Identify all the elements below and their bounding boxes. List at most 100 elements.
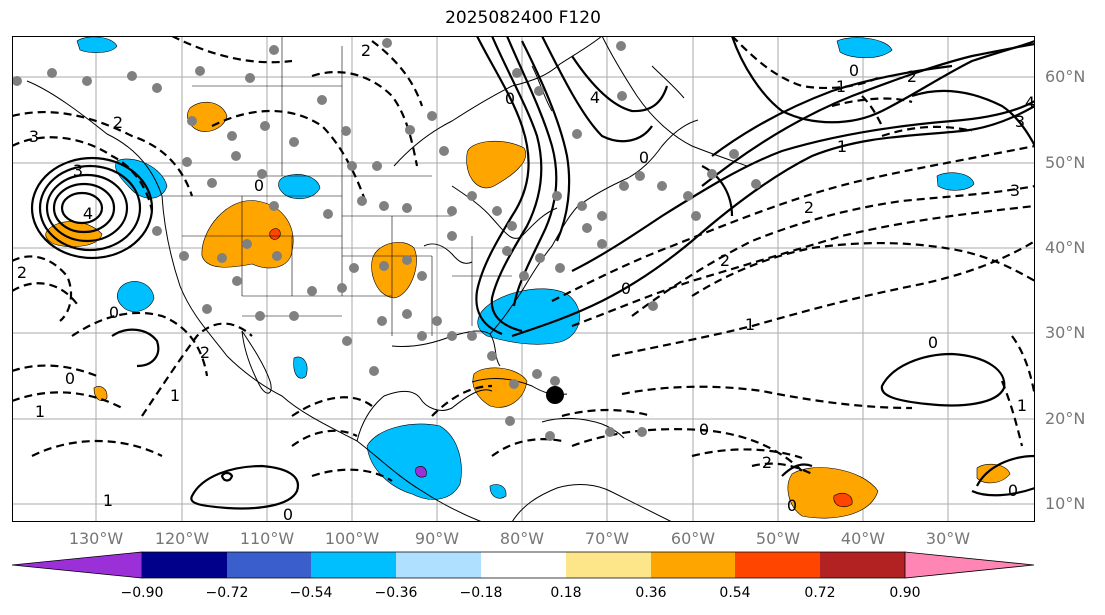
contour-labels: 3 4 3 2 2 0 2 4 0 1 2 3 4 0 0 1 2 3 2 1 …: [17, 41, 1035, 522]
negative-anomaly: [936, 172, 975, 191]
contour-label: 3: [1010, 181, 1020, 200]
contour-label: 1: [170, 386, 180, 405]
contour-label: 1: [103, 491, 113, 510]
lon-label: 130°W: [68, 529, 124, 548]
contour-label: 2: [113, 113, 123, 132]
positive-anomaly: [371, 242, 417, 299]
negative-anomaly: [278, 174, 321, 200]
lon-label: 110°W: [239, 529, 295, 548]
map-panel: 3 4 3 2 2 0 2 4 0 1 2 3 4 0 0 1 2 3 2 1 …: [12, 36, 1035, 522]
lat-label: 50°N: [1045, 153, 1086, 172]
negative-anomaly: [489, 484, 507, 499]
lat-label: 10°N: [1045, 494, 1086, 513]
colorbar-bin: [481, 552, 566, 578]
positive-anomaly: [833, 492, 853, 508]
colorbar-tick: −0.36: [374, 585, 418, 601]
colorbar-bin: [735, 552, 820, 578]
positive-anomaly: [787, 467, 879, 519]
contour-label: 0: [787, 496, 797, 515]
contour-label: 4: [1025, 93, 1035, 112]
lon-label: 90°W: [414, 529, 460, 548]
contour-label: 0: [109, 303, 119, 322]
colorbar-tick: 0.36: [635, 585, 667, 601]
contour-label: 4: [83, 204, 93, 223]
colorbar-tick: 0.90: [889, 585, 921, 601]
lon-label: 120°W: [154, 529, 210, 548]
colorbar-under: [12, 551, 143, 579]
negative-anomaly: [836, 37, 893, 59]
negative-anomaly: [76, 36, 118, 53]
negative-anomaly: [366, 423, 462, 500]
lon-label: 30°W: [925, 529, 971, 548]
colorbar-bin: [311, 552, 396, 578]
contour-label: 1: [35, 402, 45, 421]
contour-label: 1: [837, 137, 847, 156]
colorbar-bin: [651, 552, 735, 578]
lat-label: 30°N: [1045, 323, 1086, 342]
contour-label: 3: [73, 161, 83, 180]
positive-anomaly: [269, 228, 281, 240]
contour-label: 0: [849, 61, 859, 80]
positive-anomaly: [976, 463, 1011, 484]
map-frame: [12, 36, 1035, 522]
contour-label: 0: [928, 333, 938, 352]
negative-anomaly: [415, 466, 427, 478]
lat-label: 60°N: [1045, 67, 1086, 86]
contour-label: 2: [907, 67, 917, 86]
storm-center-marker: [546, 386, 564, 404]
colorbar-tick: 0.72: [804, 585, 836, 601]
positive-anomaly: [93, 386, 108, 401]
contour-label: 0: [1008, 481, 1018, 500]
contour-label: 0: [699, 420, 709, 439]
colorbar-over: [904, 551, 1035, 579]
contour-label: 4: [590, 88, 600, 107]
contour-label: 2: [361, 41, 371, 60]
contour-label: 1: [1017, 396, 1027, 415]
contour-label: 2: [804, 198, 814, 217]
contour-label: 0: [254, 176, 264, 195]
contour-label: 1: [745, 315, 755, 334]
colorbar-bin: [566, 552, 651, 578]
contour-label: 2: [200, 343, 210, 362]
colorbar-tick: −0.90: [120, 585, 164, 601]
negative-anomaly: [293, 356, 308, 379]
colorbar-tick: −0.18: [459, 585, 503, 601]
colorbar-bin: [820, 552, 905, 578]
contour-label: 1: [836, 77, 846, 96]
contour-label: 0: [639, 148, 649, 167]
colorbar-bin: [227, 552, 311, 578]
positive-anomaly: [201, 200, 294, 269]
shaded-anomalies: [45, 36, 1011, 519]
colorbar-tick: −0.72: [205, 585, 249, 601]
contour-label: 2: [17, 263, 27, 282]
lon-label: 70°W: [584, 529, 630, 548]
contour-label: 0: [65, 369, 75, 388]
station-markers: [12, 38, 761, 441]
contour-label: 2: [720, 251, 730, 270]
contours-negative: [12, 36, 1035, 482]
contours-positive: [30, 36, 1035, 510]
colorbar-tick: −0.54: [289, 585, 333, 601]
contour-label: 3: [29, 127, 39, 146]
negative-anomaly: [116, 281, 155, 312]
lat-label: 40°N: [1045, 238, 1086, 257]
negative-anomaly: [477, 288, 580, 345]
contour-label: 0: [621, 279, 631, 298]
lon-label: 80°W: [499, 529, 545, 548]
colorbar-tick: 0.18: [550, 585, 582, 601]
lon-label: 60°W: [670, 529, 716, 548]
contour-label: 0: [283, 505, 293, 522]
colorbar-tick: 0.54: [719, 585, 751, 601]
lon-label: 100°W: [324, 529, 380, 548]
contour-label: 2: [762, 453, 772, 472]
map-title: 2025082400 F120: [445, 8, 601, 28]
contour-label: 0: [505, 89, 515, 108]
contour-label: 3: [1015, 112, 1025, 131]
positive-anomaly: [466, 140, 527, 189]
lon-label: 50°W: [755, 529, 801, 548]
lon-label: 40°W: [840, 529, 886, 548]
lat-label: 20°N: [1045, 409, 1086, 428]
colorbar-bin: [396, 552, 481, 578]
colorbar-bin: [142, 552, 227, 578]
coastlines: [26, 36, 748, 522]
